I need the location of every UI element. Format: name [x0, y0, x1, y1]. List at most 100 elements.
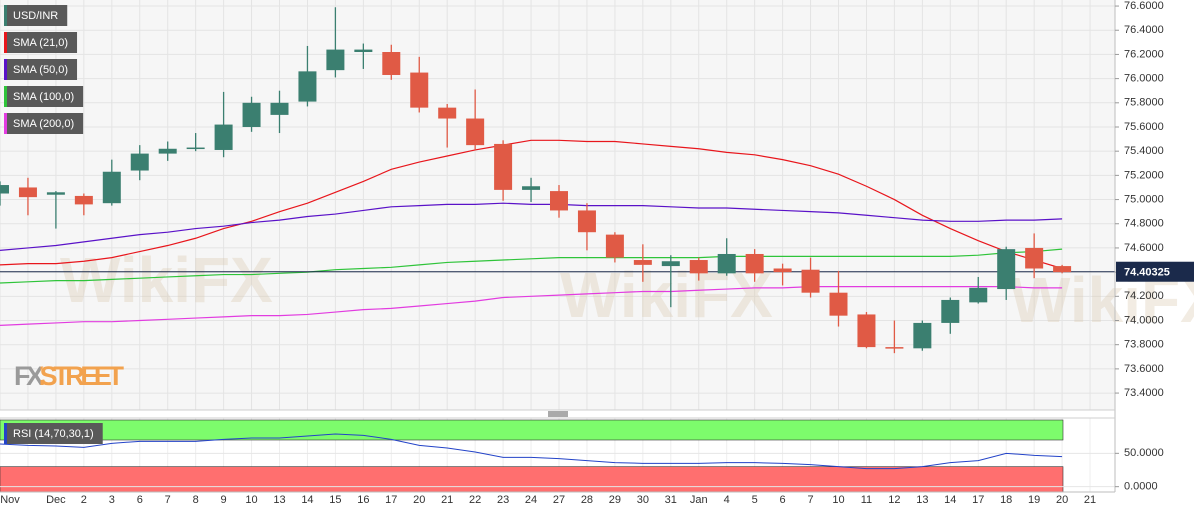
- rsi-plot: [0, 419, 1115, 492]
- candle-body: [913, 322, 932, 349]
- candle-body: [605, 234, 624, 258]
- legend-item[interactable]: RSI (14,70,30,1): [4, 423, 103, 444]
- legend-label: SMA (200,0): [13, 118, 74, 130]
- y-tick-label: 74.2000: [1124, 290, 1164, 302]
- x-tick-label: 4: [724, 494, 730, 506]
- candle-body: [857, 314, 876, 348]
- candle-body: [242, 102, 261, 127]
- x-tick-label: 8: [193, 494, 199, 506]
- legend-swatch: [4, 32, 7, 53]
- x-tick-label: 7: [165, 494, 171, 506]
- candle-body: [466, 118, 485, 146]
- candle-body: [522, 186, 541, 190]
- x-tick-label: 5: [752, 494, 758, 506]
- x-tick-label: 31: [665, 494, 677, 506]
- candle-body: [1025, 247, 1044, 269]
- x-tick-label: 17: [972, 494, 984, 506]
- x-tick-label: 16: [357, 494, 369, 506]
- candle-body: [997, 249, 1016, 290]
- candle-body: [969, 287, 988, 303]
- legend-swatch: [4, 5, 7, 26]
- y-tick-label: 76.0000: [1124, 73, 1164, 85]
- candle-body: [214, 124, 233, 150]
- legend-item[interactable]: SMA (50,0): [4, 59, 78, 80]
- candle-body: [689, 260, 708, 274]
- x-tick-label: 13: [273, 494, 285, 506]
- x-tick-label: Dec: [46, 494, 66, 506]
- legend-item[interactable]: SMA (200,0): [4, 113, 84, 134]
- y-tick-label: 73.8000: [1124, 339, 1164, 351]
- x-tick-label: 21: [441, 494, 453, 506]
- sma-line: [0, 202, 1063, 251]
- candle-body: [717, 253, 736, 274]
- x-tick-label: 27: [553, 494, 565, 506]
- legend-label: SMA (100,0): [13, 91, 74, 103]
- x-tick-label: Jan: [690, 494, 708, 506]
- x-tick-label: 22: [469, 494, 481, 506]
- x-tick-label: 14: [301, 494, 313, 506]
- x-tick-label: 23: [497, 494, 509, 506]
- legend-box: [4, 5, 68, 26]
- candle-body: [18, 187, 37, 198]
- candle-body: [410, 72, 429, 108]
- rsi-band: [0, 419, 1064, 441]
- watermark: WikiFX: [560, 259, 773, 331]
- x-tick-label: 17: [385, 494, 397, 506]
- x-tick-label: Nov: [0, 494, 20, 506]
- candle-body: [0, 185, 9, 194]
- legend-label: SMA (21,0): [13, 37, 68, 49]
- candle-body: [633, 260, 652, 265]
- x-tick-label: 9: [221, 494, 227, 506]
- candle-body: [829, 292, 848, 316]
- candle-body: [941, 299, 960, 323]
- candle-body: [661, 261, 680, 267]
- candle-body: [102, 171, 121, 204]
- candle-body: [745, 253, 764, 274]
- x-tick-label: 21: [1084, 494, 1096, 506]
- brand-logo: FXSTREET: [14, 361, 125, 391]
- last-price-box: [1116, 261, 1194, 282]
- candle-body: [158, 148, 177, 154]
- candle-body: [270, 102, 289, 115]
- rsi-line: [0, 433, 1063, 470]
- x-tick-label: 10: [245, 494, 257, 506]
- y-tick-label: 73.6000: [1124, 363, 1164, 375]
- resize-handle[interactable]: [548, 411, 568, 417]
- sma-line: [0, 139, 1063, 270]
- legend-label: USD/INR: [13, 10, 58, 22]
- x-tick-label: 7: [807, 494, 813, 506]
- candle-body: [74, 195, 93, 205]
- candle-body: [130, 153, 149, 171]
- y-tick-label: 74.0000: [1124, 314, 1164, 326]
- x-tick-label: 11: [861, 494, 872, 506]
- x-tick-label: 18: [1000, 494, 1012, 506]
- candle-body: [577, 210, 596, 233]
- legend-swatch: [4, 86, 7, 107]
- legend-item[interactable]: SMA (21,0): [4, 32, 78, 53]
- sma-line: [0, 248, 1063, 284]
- x-tick-label: 19: [1028, 494, 1040, 506]
- legend-item[interactable]: SMA (100,0): [4, 86, 84, 107]
- rsi-band: [0, 466, 1064, 492]
- candle-body: [298, 71, 317, 102]
- axes: 73.4000 73.6000 73.8000 74.0000 74.2000 74.40…: [0, 0, 1194, 506]
- candle-body: [186, 147, 205, 150]
- y-tick-label: 76.2000: [1124, 48, 1164, 60]
- candle-body: [46, 192, 65, 195]
- x-tick-label: 28: [581, 494, 593, 506]
- legend-box: [4, 423, 103, 444]
- y-tick-label: 74.6000: [1124, 242, 1164, 254]
- legend-box: [4, 59, 78, 80]
- x-tick-label: 10: [832, 494, 844, 506]
- x-tick-label: 24: [525, 494, 537, 506]
- y-tick-label: 74.8000: [1124, 218, 1164, 230]
- legend-swatch: [4, 59, 7, 80]
- candle-body: [382, 52, 401, 75]
- x-tick-label: 6: [137, 494, 143, 506]
- legend-item[interactable]: USD/INR: [4, 5, 68, 26]
- candle-body: [1053, 266, 1072, 273]
- legend-box: [4, 32, 78, 53]
- sma-line: [0, 286, 1063, 326]
- legend-label: RSI (14,70,30,1): [13, 428, 94, 440]
- candle-body: [438, 107, 457, 119]
